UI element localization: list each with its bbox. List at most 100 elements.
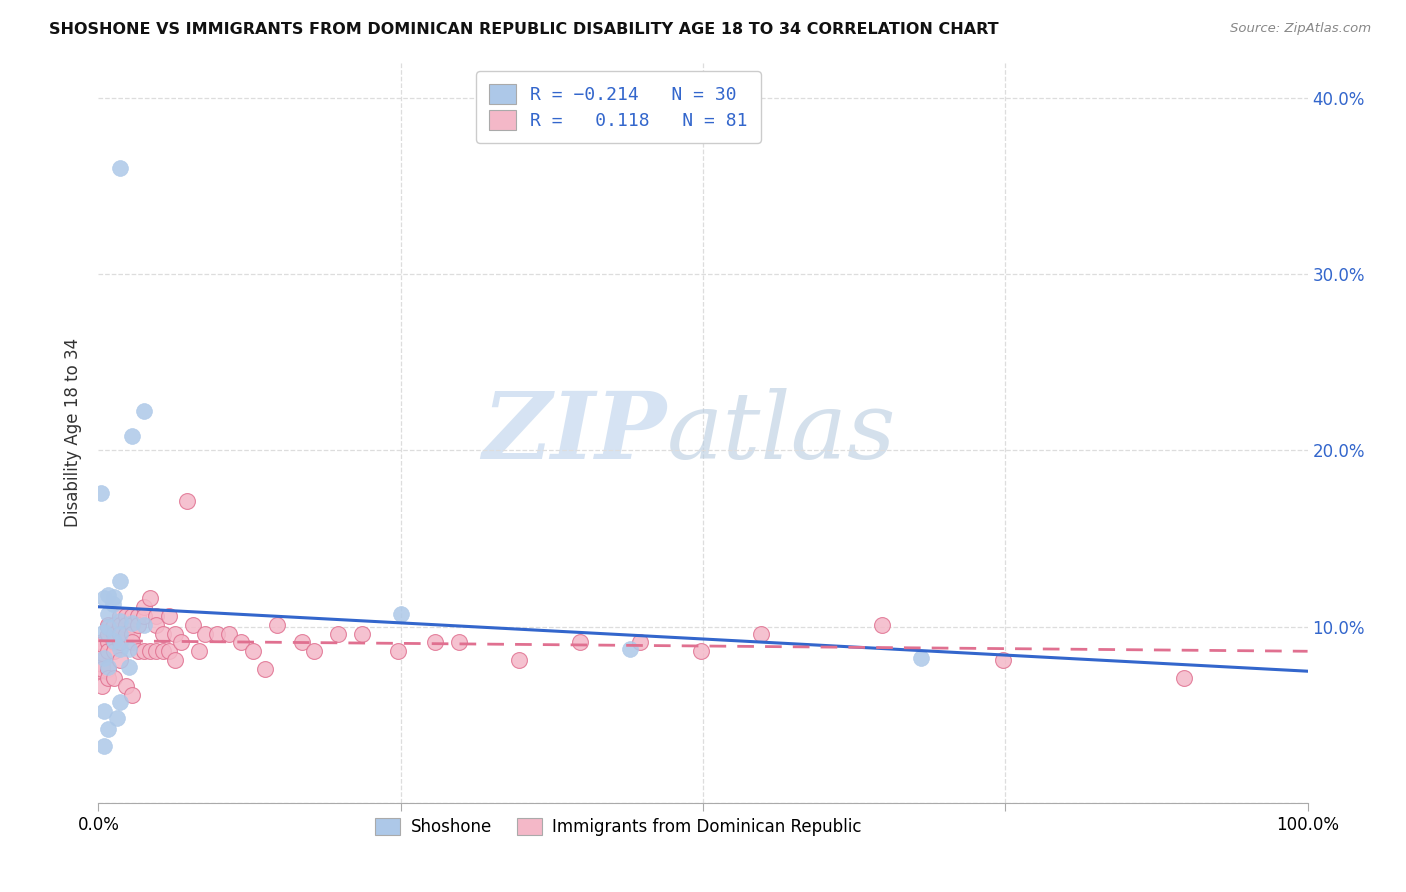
Point: [127, 644, 149, 658]
Point: [103, 644, 125, 658]
Point: [157, 609, 180, 624]
Point: [93, 704, 115, 718]
Point: [134, 600, 156, 615]
Point: [108, 695, 131, 709]
Point: [97, 722, 120, 736]
Point: [689, 644, 711, 658]
Point: [91, 657, 114, 671]
Legend: Shoshone, Immigrants from Dominican Republic: Shoshone, Immigrants from Dominican Repu…: [366, 808, 872, 847]
Point: [108, 626, 131, 640]
Point: [91, 644, 114, 658]
Point: [118, 660, 141, 674]
Point: [115, 680, 138, 694]
Point: [108, 161, 131, 176]
Point: [139, 591, 162, 606]
Point: [108, 574, 131, 588]
Point: [108, 614, 131, 628]
Point: [90, 485, 112, 500]
Point: [91, 637, 114, 651]
Point: [97, 619, 120, 633]
Point: [103, 671, 125, 685]
Point: [350, 626, 373, 640]
Point: [910, 651, 932, 665]
Point: [127, 617, 149, 632]
Point: [121, 615, 143, 630]
Point: [326, 626, 349, 640]
Point: [108, 635, 131, 649]
Text: atlas: atlas: [666, 388, 896, 477]
Point: [176, 494, 198, 508]
Point: [91, 662, 114, 676]
Point: [134, 617, 156, 632]
Point: [157, 644, 180, 658]
Point: [568, 635, 591, 649]
Point: [205, 626, 228, 640]
Point: [97, 607, 120, 622]
Point: [991, 653, 1014, 667]
Point: [91, 658, 114, 673]
Point: [145, 609, 167, 624]
Point: [229, 635, 252, 649]
Point: [115, 617, 138, 632]
Point: [266, 617, 288, 632]
Point: [91, 680, 114, 694]
Point: [870, 617, 893, 632]
Point: [103, 626, 125, 640]
Point: [187, 644, 209, 658]
Point: [97, 626, 120, 640]
Point: [127, 609, 149, 624]
Point: [91, 653, 114, 667]
Point: [118, 642, 141, 657]
Point: [134, 644, 156, 658]
Point: [108, 609, 131, 624]
Text: Source: ZipAtlas.com: Source: ZipAtlas.com: [1230, 22, 1371, 36]
Point: [93, 739, 115, 754]
Point: [91, 664, 114, 678]
Point: [181, 617, 204, 632]
Point: [103, 633, 125, 648]
Point: [194, 626, 217, 640]
Point: [108, 642, 131, 657]
Point: [103, 617, 125, 632]
Point: [105, 711, 128, 725]
Point: [121, 635, 143, 649]
Point: [121, 429, 143, 443]
Point: [101, 597, 124, 611]
Point: [93, 591, 115, 606]
Point: [97, 662, 120, 676]
Point: [103, 635, 125, 649]
Point: [508, 653, 530, 667]
Point: [163, 626, 186, 640]
Point: [302, 644, 325, 658]
Point: [1173, 671, 1195, 685]
Text: SHOSHONE VS IMMIGRANTS FROM DOMINICAN REPUBLIC DISABILITY AGE 18 TO 34 CORRELATI: SHOSHONE VS IMMIGRANTS FROM DOMINICAN RE…: [49, 22, 998, 37]
Point: [97, 588, 120, 602]
Point: [423, 635, 446, 649]
Point: [139, 644, 162, 658]
Point: [97, 619, 120, 633]
Point: [108, 626, 131, 640]
Point: [97, 617, 120, 632]
Point: [97, 671, 120, 685]
Point: [93, 651, 115, 665]
Y-axis label: Disability Age 18 to 34: Disability Age 18 to 34: [65, 338, 83, 527]
Point: [91, 646, 114, 660]
Point: [121, 609, 143, 624]
Point: [145, 617, 167, 632]
Point: [447, 635, 470, 649]
Point: [97, 644, 120, 658]
Point: [121, 688, 143, 702]
Point: [389, 607, 412, 622]
Point: [108, 653, 131, 667]
Point: [115, 609, 138, 624]
Point: [163, 653, 186, 667]
Point: [152, 644, 174, 658]
Point: [91, 662, 114, 676]
Point: [121, 617, 143, 632]
Point: [91, 655, 114, 669]
Point: [108, 617, 131, 632]
Point: [218, 626, 240, 640]
Point: [387, 644, 409, 658]
Point: [97, 635, 120, 649]
Point: [254, 662, 277, 676]
